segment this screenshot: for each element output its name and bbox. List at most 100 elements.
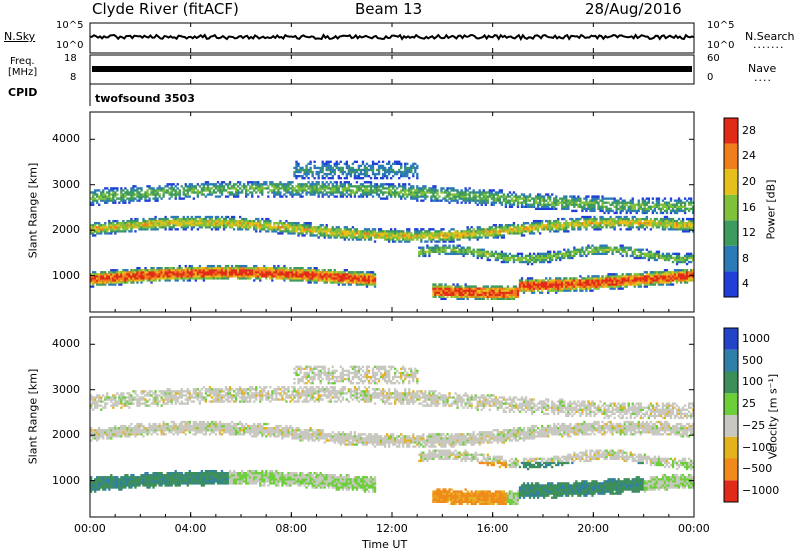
echo-cell xyxy=(204,222,208,225)
echo-cell xyxy=(577,285,580,288)
echo-cell xyxy=(416,228,419,231)
echo-cell xyxy=(381,168,385,172)
echo-cell xyxy=(396,236,399,239)
echo-cell xyxy=(458,236,461,239)
echo-cell xyxy=(474,234,477,237)
echo-cell xyxy=(289,224,292,227)
echo-cell xyxy=(615,248,618,251)
echo-cell xyxy=(243,217,246,221)
echo-cell xyxy=(331,226,334,229)
echo-cell xyxy=(241,189,244,192)
echo-cell xyxy=(450,295,453,298)
echo-cell xyxy=(112,281,115,284)
echo-cell xyxy=(289,191,292,194)
echo-cell xyxy=(367,283,371,286)
echo-cell xyxy=(532,228,536,231)
echo-cell xyxy=(285,273,288,276)
echo-cell xyxy=(392,185,395,188)
echo-cell xyxy=(253,219,256,223)
echo-cell xyxy=(216,217,220,221)
echo-cell xyxy=(502,199,506,202)
echo-cell xyxy=(261,228,264,231)
echo-cell xyxy=(547,205,550,208)
echo-cell xyxy=(510,291,514,294)
echo-cell xyxy=(293,226,296,229)
echo-cell xyxy=(335,281,338,284)
echo-cell xyxy=(251,187,254,190)
echo-cell xyxy=(430,234,433,237)
echo-cell xyxy=(339,234,342,237)
echo-cell xyxy=(275,193,278,196)
echo-cell xyxy=(494,230,497,233)
echo-cell xyxy=(178,275,181,278)
echo-cell xyxy=(112,269,115,272)
echo-cell xyxy=(444,236,447,239)
echo-cell xyxy=(216,222,220,225)
echo-cell xyxy=(454,246,457,249)
echo-cell xyxy=(389,195,393,198)
echo-cell xyxy=(571,285,574,288)
echo-cell xyxy=(536,279,540,282)
echo-cell xyxy=(547,254,550,258)
echo-cell xyxy=(110,283,113,286)
echo-cell xyxy=(452,199,455,202)
echo-cell xyxy=(160,217,163,221)
echo-cell xyxy=(216,277,220,280)
echo-cell xyxy=(98,228,101,231)
echo-cell xyxy=(553,224,556,227)
echo-cell xyxy=(269,269,272,272)
echo-cell xyxy=(281,183,284,186)
echo-cell xyxy=(259,279,262,282)
echo-cell xyxy=(363,279,367,282)
echo-cell xyxy=(122,195,125,198)
echo-cell xyxy=(128,273,131,276)
echo-cell xyxy=(361,191,365,194)
echo-cell xyxy=(466,246,469,249)
echo-cell xyxy=(373,273,377,276)
echo-cell xyxy=(180,219,183,223)
echo-cell xyxy=(180,226,183,229)
echo-cell xyxy=(218,217,222,221)
echo-cell xyxy=(504,260,508,264)
echo-cell xyxy=(381,234,385,237)
echo-cell xyxy=(385,174,389,178)
echo-cell xyxy=(575,281,578,284)
echo-cell xyxy=(609,275,612,278)
echo-cell xyxy=(273,224,276,227)
echo-cell xyxy=(293,232,296,235)
echo-cell xyxy=(186,277,189,280)
echo-cell xyxy=(502,254,506,258)
echo-cell xyxy=(224,264,228,268)
echo-cell xyxy=(214,219,218,223)
echo-cell xyxy=(218,273,222,276)
echo-cell xyxy=(269,275,272,278)
echo-cell xyxy=(418,187,421,190)
echo-cell xyxy=(253,269,256,272)
echo-cell xyxy=(293,271,296,274)
echo-cell xyxy=(482,293,485,296)
echo-cell xyxy=(323,273,326,276)
echo-cell xyxy=(617,199,620,202)
echo-cell xyxy=(116,224,119,227)
echo-cell xyxy=(444,189,447,192)
echo-cell xyxy=(613,217,616,221)
echo-cell xyxy=(549,289,552,292)
echo-cell xyxy=(349,230,353,233)
echo-cell xyxy=(146,275,149,278)
echo-cell xyxy=(158,195,161,198)
echo-cell xyxy=(547,279,550,282)
echo-cell xyxy=(305,189,308,192)
echo-cell xyxy=(538,224,542,227)
echo-cell xyxy=(192,191,195,194)
echo-cell xyxy=(249,273,252,276)
echo-cell xyxy=(540,199,544,202)
echo-cell xyxy=(174,269,177,272)
echo-cell xyxy=(102,281,105,284)
echo-cell xyxy=(569,217,572,221)
echo-cell xyxy=(218,189,222,192)
echo-cell xyxy=(287,232,290,235)
echo-cell xyxy=(561,285,564,288)
echo-cell xyxy=(357,234,361,237)
echo-cell xyxy=(410,168,413,172)
echo-cell xyxy=(504,203,508,206)
